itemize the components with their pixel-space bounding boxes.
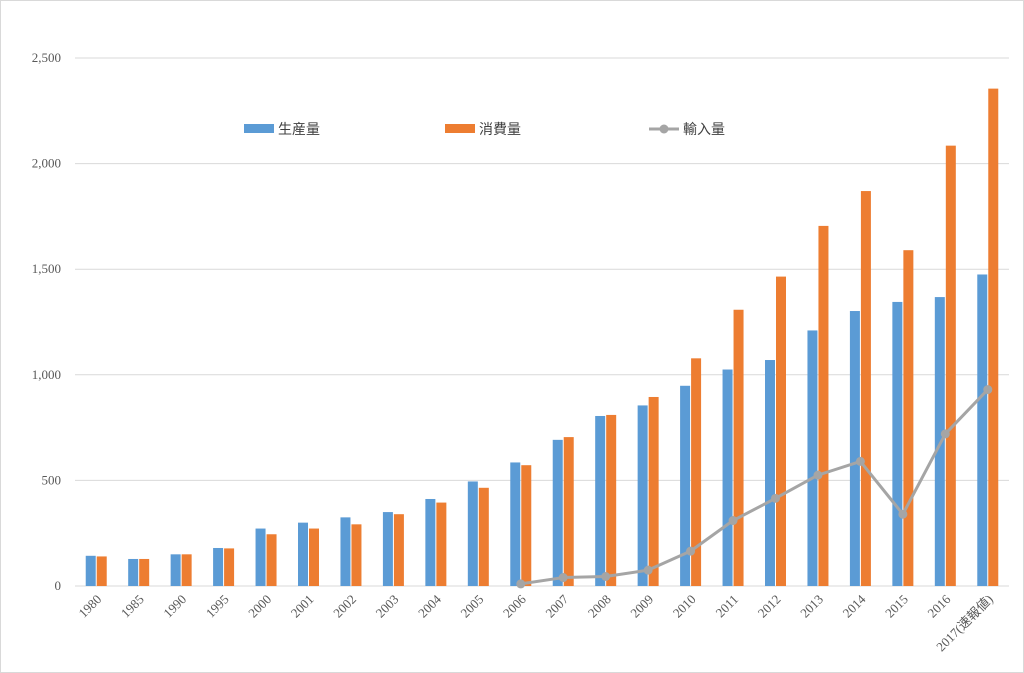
x-tick-label: 2000 bbox=[245, 592, 274, 621]
x-tick-label: 2008 bbox=[585, 592, 614, 621]
x-tick-label: 1995 bbox=[203, 592, 232, 621]
import-point bbox=[601, 571, 611, 581]
x-tick-label: 2014 bbox=[840, 591, 869, 620]
bar-production bbox=[298, 522, 308, 586]
bar-production bbox=[892, 301, 903, 586]
bar-production bbox=[170, 554, 181, 586]
bar-production bbox=[255, 528, 266, 586]
bar-consumption bbox=[563, 437, 574, 586]
x-tick-label: 1985 bbox=[118, 592, 147, 621]
line-series bbox=[516, 385, 993, 589]
bar-consumption bbox=[139, 558, 150, 586]
legend-label: 消費量 bbox=[479, 122, 521, 138]
x-tick-label: 2005 bbox=[457, 592, 486, 621]
bar-consumption bbox=[224, 548, 235, 586]
bar-consumption bbox=[945, 145, 956, 586]
y-tick-label: 1,500 bbox=[32, 261, 61, 276]
x-tick-label: 2006 bbox=[500, 591, 529, 620]
x-tick-label: 2011 bbox=[713, 592, 742, 621]
bar-production bbox=[552, 439, 563, 586]
bar-production bbox=[128, 558, 139, 586]
legend-swatch bbox=[244, 124, 274, 133]
x-tick-label: 1990 bbox=[160, 592, 189, 621]
bar-consumption bbox=[691, 358, 702, 586]
bar-consumption bbox=[606, 414, 617, 586]
import-point bbox=[686, 546, 696, 556]
x-tick-label: 2013 bbox=[797, 592, 826, 621]
x-axis-ticks: 1980 1985 1990 1995 2000 2001 2002 2003 2004 2005… bbox=[75, 591, 996, 654]
legend-label: 生産量 bbox=[278, 122, 320, 138]
import-point bbox=[855, 456, 865, 466]
x-tick-label: 2002 bbox=[330, 592, 359, 621]
x-tick-label: 2004 bbox=[415, 591, 444, 620]
bar-production bbox=[467, 481, 478, 586]
y-tick-label: 500 bbox=[42, 472, 62, 487]
import-point bbox=[728, 516, 738, 526]
x-tick-label: 2015 bbox=[882, 592, 911, 621]
y-tick-label: 2,000 bbox=[32, 156, 61, 171]
bar-production bbox=[722, 369, 733, 586]
legend-marker bbox=[659, 124, 669, 134]
bar-production bbox=[680, 385, 691, 586]
bar-consumption bbox=[393, 514, 404, 586]
x-tick-label: 2007 bbox=[542, 591, 571, 620]
bar-production bbox=[637, 405, 648, 586]
import-point bbox=[983, 385, 993, 395]
bar-production bbox=[595, 415, 606, 586]
bar-consumption bbox=[436, 502, 447, 586]
x-tick-label: 2003 bbox=[373, 592, 402, 621]
bar-consumption bbox=[903, 250, 914, 586]
legend: 生産量 消費量 輸入量 bbox=[244, 122, 725, 138]
x-tick-label: 2001 bbox=[288, 592, 317, 621]
bar-consumption bbox=[96, 556, 107, 586]
bar-consumption bbox=[988, 88, 999, 587]
bar-production bbox=[849, 311, 860, 586]
bar-production bbox=[382, 512, 393, 586]
import-line bbox=[520, 388, 989, 586]
bar-consumption bbox=[309, 528, 319, 586]
x-tick-label: 2009 bbox=[627, 592, 656, 621]
bar-consumption bbox=[181, 554, 192, 586]
bar-consumption bbox=[521, 465, 532, 586]
import-point bbox=[813, 470, 823, 480]
bar-consumption bbox=[776, 276, 786, 586]
bar-consumption bbox=[478, 487, 489, 586]
x-tick-label: 2012 bbox=[755, 592, 784, 621]
y-axis-ticks: 0 500 1,000 1,500 2,000 2,500 bbox=[32, 50, 61, 593]
x-tick-label: 2016 bbox=[924, 591, 953, 620]
bar-consumption bbox=[818, 225, 829, 587]
import-point bbox=[940, 429, 950, 439]
bar-production bbox=[340, 517, 351, 586]
legend-swatch bbox=[445, 124, 475, 133]
bar-production bbox=[213, 547, 224, 586]
bar-production bbox=[977, 274, 988, 586]
bar-consumption bbox=[266, 534, 277, 586]
bar-consumption bbox=[648, 396, 659, 586]
import-point bbox=[558, 573, 568, 583]
bar-production bbox=[765, 360, 775, 586]
bars bbox=[85, 88, 999, 587]
y-tick-label: 0 bbox=[55, 578, 62, 593]
legend-label: 輸入量 bbox=[683, 122, 725, 138]
y-tick-label: 1,000 bbox=[32, 367, 61, 382]
bar-production bbox=[85, 555, 96, 586]
import-point bbox=[643, 565, 653, 575]
bar-consumption bbox=[733, 309, 744, 586]
import-point bbox=[771, 493, 780, 503]
x-tick-label: 1980 bbox=[75, 592, 104, 621]
bar-production bbox=[510, 462, 521, 586]
bar-production bbox=[807, 330, 818, 586]
bar-consumption bbox=[860, 191, 871, 586]
import-point bbox=[516, 579, 526, 589]
bar-consumption bbox=[351, 524, 362, 586]
import-point bbox=[898, 509, 908, 519]
x-tick-label: 2010 bbox=[670, 592, 699, 621]
bar-production bbox=[425, 498, 436, 586]
y-tick-label: 2,500 bbox=[32, 50, 61, 65]
